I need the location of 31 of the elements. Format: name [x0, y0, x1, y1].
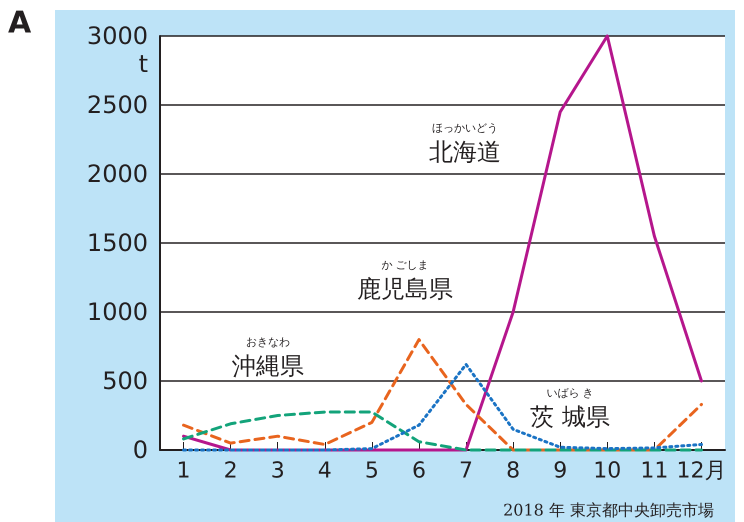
x-tick-label: 1 — [176, 458, 191, 484]
series-label: 茨 城県 — [530, 403, 610, 431]
annotation: おきなわ — [246, 336, 290, 348]
chart-title: A — [8, 6, 32, 40]
y-tick-label: 3000 — [86, 22, 148, 50]
x-tick-label: 12月 — [676, 458, 726, 484]
series-label: 北海道 — [429, 138, 501, 166]
annotation: いばら き — [546, 386, 594, 400]
x-tick-label: 5 — [364, 458, 379, 484]
annotation: ほっかいどう — [432, 122, 498, 134]
y-tick-label: 1500 — [86, 229, 148, 257]
x-tick-label: 8 — [506, 458, 520, 484]
y-tick-label: 500 — [102, 367, 148, 395]
annotation: か ごしま — [381, 258, 429, 272]
x-tick-label: 9 — [553, 458, 568, 484]
y-axis-title: t — [138, 50, 148, 78]
line-series — [182, 338, 703, 452]
y-tick-label: 2500 — [86, 91, 148, 119]
x-tick-label: 2 — [224, 458, 238, 484]
y-tick-label: 2000 — [86, 160, 148, 188]
text: 鹿児島県 — [357, 275, 453, 303]
x-tick-label: 11 — [640, 458, 668, 484]
x-tick-label: 3 — [270, 458, 285, 484]
series-label: 沖縄県 — [232, 352, 304, 380]
text: 2018 年 東京都中央卸売市場 — [503, 500, 714, 520]
x-tick-label: 4 — [318, 458, 332, 484]
x-tick-label: 10 — [593, 458, 622, 484]
y-tick-label: 1000 — [86, 298, 148, 326]
y-tick-label: 0 — [132, 436, 148, 464]
x-tick-label: 7 — [459, 458, 474, 484]
x-tick-label: 6 — [412, 458, 426, 484]
